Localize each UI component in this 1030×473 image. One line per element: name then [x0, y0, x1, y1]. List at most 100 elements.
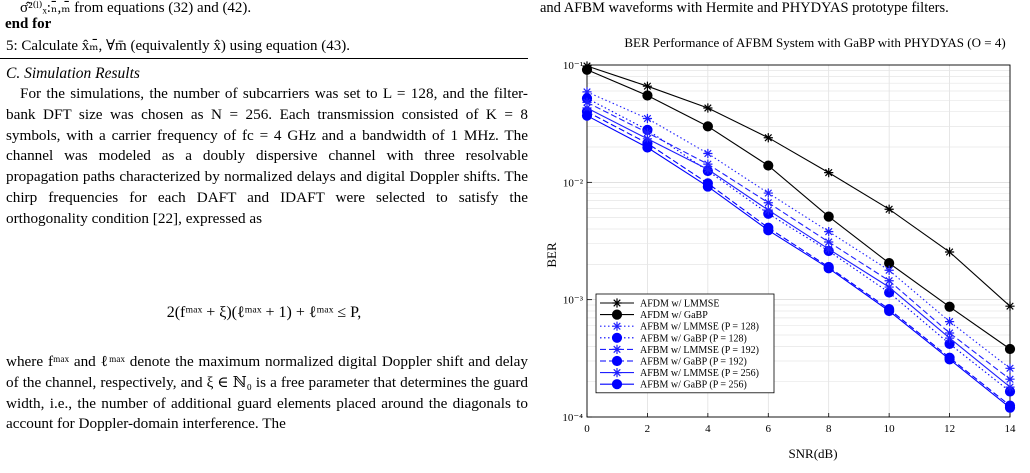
data-point: [1005, 382, 1015, 392]
data-point: [884, 204, 894, 214]
paragraph-where: where fᵐᵃˣ and ℓᵐᵃˣ denote the maximum n…: [6, 353, 528, 433]
data-point: [823, 211, 834, 222]
data-point: [1005, 301, 1015, 311]
series-2: [582, 87, 1015, 373]
legend-marker: [611, 309, 623, 320]
legend-marker: [612, 368, 622, 378]
x-tick-label: 2: [645, 423, 651, 435]
x-tick-label: 12: [944, 423, 955, 435]
data-point: [642, 142, 653, 153]
chart-title: BER Performance of AFBM System with GaBP…: [624, 35, 1005, 50]
data-point: [824, 227, 834, 237]
legend-entry: AFBM w/ LMMSE (P = 192): [600, 344, 759, 356]
legend-entry: AFDM w/ GaBP: [600, 309, 708, 321]
data-point: [944, 354, 955, 365]
algorithm-end-for: end for: [5, 16, 52, 32]
x-tick-label: 8: [826, 423, 832, 435]
legend-entry: AFBM w/ GaBP (P = 256): [600, 379, 747, 391]
data-point: [824, 244, 834, 254]
chart-axes: 0 2 4 6 8 10 12 14 10⁻⁴ 10⁻³ 10⁻² 10⁻¹: [562, 60, 1016, 435]
series-7: [581, 110, 1016, 413]
data-point: [884, 265, 894, 275]
legend-entry: AFBM w/ LMMSE (P = 256): [600, 368, 759, 379]
right-column: and AFBM waveforms with Hermite and PHYD…: [540, 0, 1030, 473]
orthogonality-equation: 2(fᵐᵃˣ + ξ)(ℓᵐᵃˣ + 1) + ℓᵐᵃˣ ≤ P,: [166, 304, 362, 321]
legend-label: AFBM w/ GaBP (P = 256): [640, 380, 747, 391]
chart-series: [581, 61, 1016, 413]
data-point: [824, 168, 834, 178]
series-line: [586, 101, 1011, 380]
x-tick-label: 6: [766, 423, 772, 435]
series-line: [586, 65, 1011, 307]
section-title: C. Simulation Results: [6, 65, 140, 82]
legend-box: [595, 293, 775, 394]
data-point: [581, 110, 593, 121]
data-point: [582, 97, 592, 108]
legend-label: AFBM w/ LMMSE (P = 192): [640, 345, 759, 356]
paragraph-simulation-setup: For the simulations, the number of subca…: [6, 85, 528, 227]
series-line: [586, 107, 1011, 388]
plot-frame: [586, 64, 1011, 418]
legend-label: AFBM w/ GaBP (P = 192): [640, 357, 747, 368]
legend-marker: [611, 332, 623, 343]
data-point: [763, 188, 773, 198]
data-point: [642, 113, 653, 124]
x-tick-label: 0: [584, 423, 590, 435]
x-axis-label: SNR(dB): [788, 446, 837, 461]
data-point: [642, 81, 653, 91]
y-tick-label: 10⁻²: [563, 177, 584, 189]
legend-marker: [612, 321, 622, 331]
data-point: [1004, 343, 1016, 355]
data-point: [944, 247, 955, 257]
y-tick-label: 10⁻³: [563, 295, 584, 307]
y-axis-label: BER: [544, 242, 559, 268]
legend-label: AFBM w/ LMMSE (P = 128): [640, 322, 759, 333]
legend-label: AFDM w/ LMMSE: [640, 299, 719, 310]
x-tick-label: 4: [705, 423, 711, 435]
figure-caption-fragment: and AFBM waveforms with Hermite and PHYD…: [540, 0, 949, 16]
algorithm-step-5: 5: Calculate x̂ₘ̄, ∀m̄ (equivalently x̂)…: [6, 38, 351, 54]
data-point: [642, 90, 653, 101]
data-point: [884, 276, 894, 286]
data-point: [703, 159, 713, 169]
y-tick-label: 10⁻⁴: [562, 412, 583, 424]
data-point: [1004, 402, 1016, 413]
data-point: [582, 87, 592, 97]
data-point: [763, 133, 773, 143]
data-point: [824, 237, 834, 247]
legend-marker: [612, 298, 622, 308]
legend-label: AFBM w/ LMMSE (P = 256): [640, 368, 759, 379]
algorithm-rule: [0, 58, 528, 59]
series-line: [586, 115, 1011, 409]
left-column: σ̂²⁽ˡ⁾ₓ:ₙ̄,ₘ̄ from equations (32) and (4…: [0, 0, 528, 433]
data-point: [703, 164, 713, 174]
data-point: [884, 305, 895, 317]
data-point: [642, 128, 653, 138]
data-point: [944, 328, 955, 338]
data-point: [1005, 374, 1015, 384]
legend-label: AFBM w/ GaBP (P = 128): [640, 333, 747, 344]
data-point: [944, 301, 955, 312]
series-0: [582, 61, 1015, 311]
legend-entry: AFBM w/ LMMSE (P = 128): [600, 321, 759, 333]
data-point: [763, 225, 774, 236]
data-point: [703, 103, 713, 113]
data-point: [702, 121, 713, 132]
x-tick-label: 14: [1005, 423, 1017, 435]
legend-entry: AFBM w/ GaBP (P = 192): [600, 355, 747, 368]
series-line: [586, 97, 1011, 392]
legend-label: AFDM w/ GaBP: [640, 310, 708, 321]
data-point: [702, 181, 713, 192]
x-tick-label: 10: [884, 423, 896, 435]
data-point: [944, 333, 955, 343]
data-point: [763, 205, 773, 215]
data-point: [944, 317, 955, 327]
legend-marker: [611, 355, 623, 367]
data-point: [703, 148, 713, 159]
ber-chart: BER Performance of AFBM System with GaBP…: [544, 35, 1016, 461]
data-point: [581, 64, 593, 75]
algorithm-line: σ̂²⁽ˡ⁾ₓ:ₙ̄,ₘ̄ from equations (32) and (4…: [20, 0, 252, 16]
legend-marker: [611, 379, 623, 390]
data-point: [642, 134, 653, 144]
series-line: [586, 69, 1011, 350]
